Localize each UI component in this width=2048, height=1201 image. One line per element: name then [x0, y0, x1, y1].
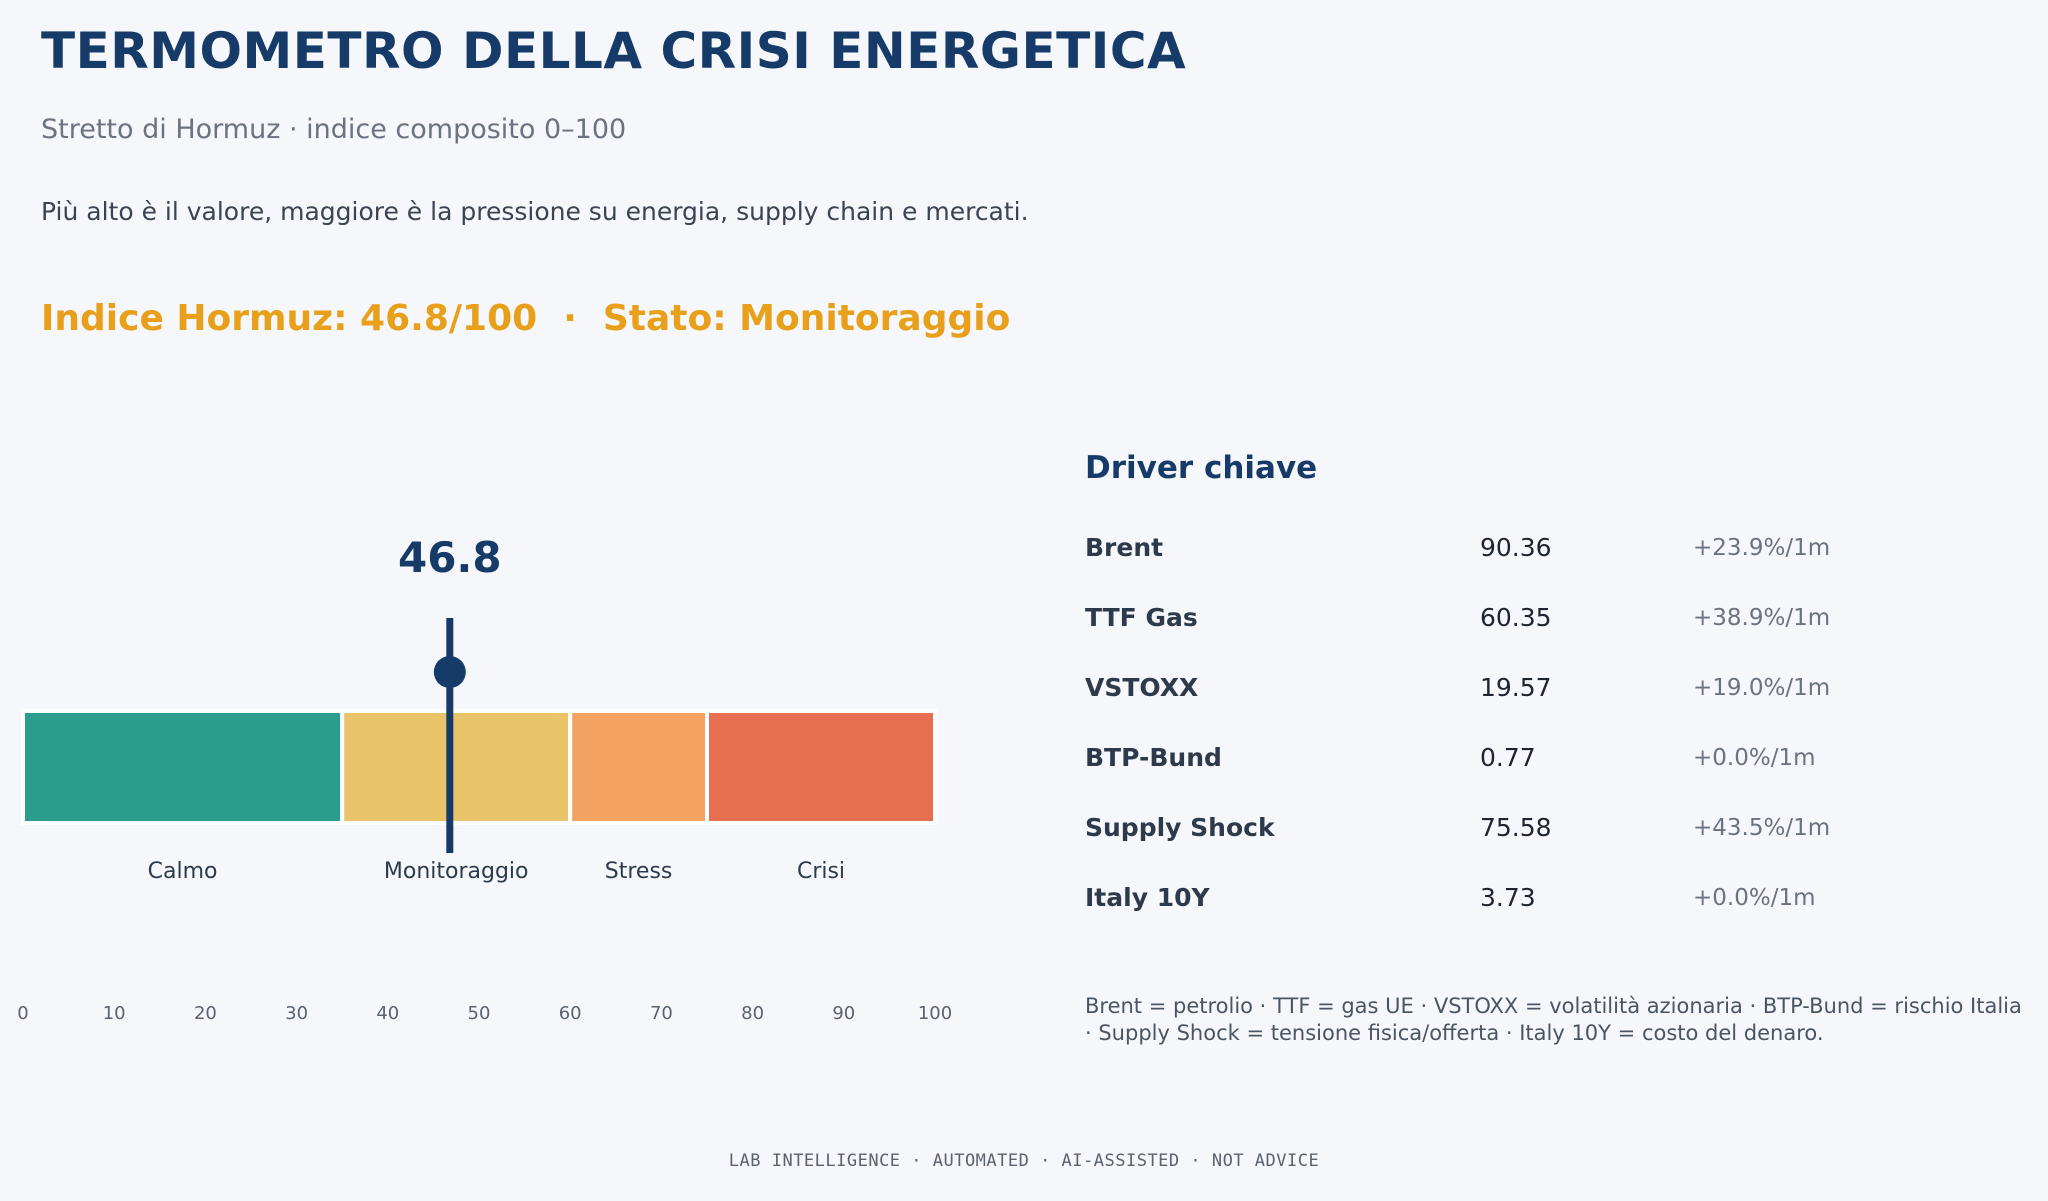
driver-name: BTP-Bund	[1085, 743, 1222, 772]
page-subtitle: Stretto di Hormuz · indice composito 0–1…	[41, 114, 627, 145]
zone-bar-monitoraggio	[340, 709, 573, 825]
value-label: 46.8	[398, 533, 502, 582]
x-tick-label: 90	[832, 1003, 855, 1024]
driver-value: 90.36	[1480, 533, 1552, 562]
driver-change: +38.9%/1m	[1693, 605, 1831, 631]
zone-label-crisi: Crisi	[797, 859, 845, 884]
x-tick-label: 50	[468, 1003, 491, 1024]
x-tick-label: 30	[285, 1003, 308, 1024]
driver-name: Brent	[1085, 533, 1164, 562]
status-line: Indice Hormuz: 46.8/100 · Stato: Monitorag…	[41, 298, 1010, 339]
zone-label-monitoraggio: Monitoraggio	[384, 859, 529, 884]
driver-change: +0.0%/1m	[1693, 885, 1816, 911]
driver-row: BTP-Bund 0.77 +0.0%/1m	[1085, 743, 1985, 783]
driver-change: +19.0%/1m	[1693, 675, 1831, 701]
page-description: Più alto è il valore, maggiore è la pres…	[41, 197, 1029, 226]
zone-label-calmo: Calmo	[148, 859, 218, 884]
driver-change: +0.0%/1m	[1693, 745, 1816, 771]
zone-label-stress: Stress	[605, 859, 673, 884]
driver-name: Italy 10Y	[1085, 883, 1210, 912]
driver-value: 60.35	[1480, 603, 1552, 632]
x-tick-label: 0	[17, 1003, 28, 1024]
footer-disclaimer: LAB INTELLIGENCE · AUTOMATED · AI-ASSIST…	[728, 1151, 1320, 1171]
x-tick-label: 70	[650, 1003, 673, 1024]
driver-row: Italy 10Y 3.73 +0.0%/1m	[1085, 883, 1985, 923]
driver-change: +43.5%/1m	[1693, 815, 1831, 841]
value-marker-dot	[433, 656, 466, 688]
status-separator: ·	[563, 298, 577, 339]
x-tick-label: 10	[103, 1003, 126, 1024]
driver-value: 3.73	[1480, 883, 1536, 912]
driver-name: Supply Shock	[1085, 813, 1275, 842]
driver-row: Supply Shock 75.58 +43.5%/1m	[1085, 813, 1985, 853]
zone-bar-stress	[568, 709, 710, 825]
x-tick-label: 40	[376, 1003, 399, 1024]
x-tick-label: 20	[194, 1003, 217, 1024]
zone-bar-crisi	[705, 709, 937, 825]
driver-row: TTF Gas 60.35 +38.9%/1m	[1085, 603, 1985, 643]
index-label: Indice Hormuz: 46.8/100	[41, 298, 538, 339]
x-tick-label: 60	[559, 1003, 582, 1024]
driver-change: +23.9%/1m	[1693, 535, 1831, 561]
x-tick-label: 80	[741, 1003, 764, 1024]
driver-value: 0.77	[1480, 743, 1536, 772]
hormuz-gauge-chart: Calmo Monitoraggio Stress Crisi 0 10 20 30 40 50 6…	[17, 533, 952, 1024]
zone-bar-calmo	[21, 709, 345, 825]
page-title: TERMOMETRO DELLA CRISI ENERGETICA	[41, 22, 1187, 80]
driver-row: Brent 90.36 +23.9%/1m	[1085, 533, 1985, 573]
driver-name: VSTOXX	[1085, 673, 1199, 702]
driver-name: TTF Gas	[1085, 603, 1198, 632]
driver-value: 75.58	[1480, 813, 1552, 842]
drivers-title: Driver chiave	[1085, 450, 1318, 486]
x-tick-label: 100	[918, 1003, 952, 1024]
driver-row: VSTOXX 19.57 +19.0%/1m	[1085, 673, 1985, 713]
drivers-legend-note: Brent = petrolio · TTF = gas UE · VSTOXX…	[1085, 994, 2022, 1045]
driver-value: 19.57	[1480, 673, 1552, 702]
state-label: Stato: Monitoraggio	[602, 298, 1011, 339]
